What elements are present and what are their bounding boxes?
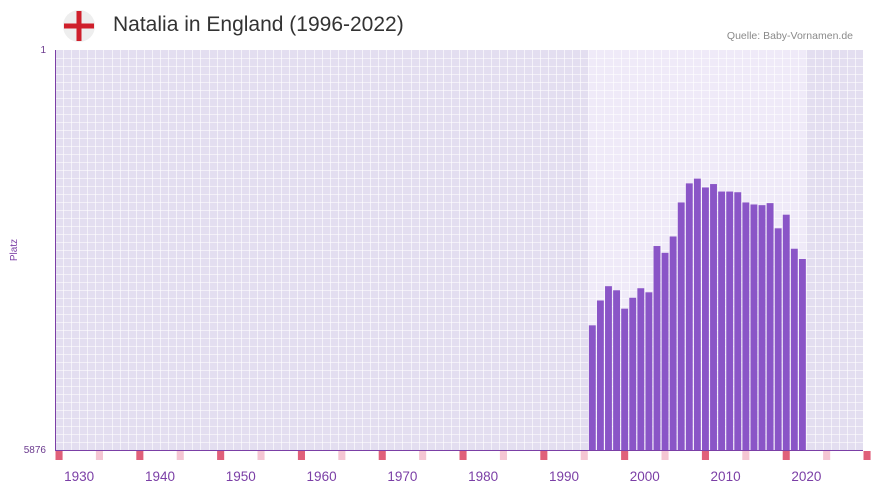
decade-marker-1998 xyxy=(621,451,629,460)
bar-2019 xyxy=(790,248,798,450)
bar-2003 xyxy=(661,252,669,450)
half-decade-marker-2013 xyxy=(742,451,750,460)
x-tick-2020: 2020 xyxy=(791,469,821,484)
half-decade-marker-1993 xyxy=(580,451,588,460)
decade-marker-1948 xyxy=(217,451,225,460)
bar-1995 xyxy=(596,300,604,450)
half-decade-marker-1943 xyxy=(176,451,184,460)
x-tick-2000: 2000 xyxy=(630,469,660,484)
decade-marker-1958 xyxy=(297,451,305,460)
y-tick-bottom: 5876 xyxy=(24,445,47,456)
bar-2018 xyxy=(782,214,790,450)
bar-1998 xyxy=(621,308,629,450)
half-decade-marker-1973 xyxy=(419,451,427,460)
half-decade-marker-1963 xyxy=(338,451,346,460)
bar-1997 xyxy=(613,290,620,450)
bar-2007 xyxy=(693,178,701,450)
bar-2020 xyxy=(798,258,806,450)
bar-2001 xyxy=(645,292,653,450)
bar-2000 xyxy=(637,288,645,450)
decade-marker-2008 xyxy=(701,451,709,460)
bars xyxy=(588,178,806,450)
decade-marker-1978 xyxy=(459,451,467,460)
bar-1994 xyxy=(588,325,596,450)
bar-2004 xyxy=(669,236,677,450)
bar-2006 xyxy=(685,183,693,450)
half-decade-marker-2003 xyxy=(661,451,669,460)
bar-2005 xyxy=(677,202,685,450)
x-tick-1950: 1950 xyxy=(226,469,256,484)
bar-1999 xyxy=(629,297,637,450)
decade-marker-1928 xyxy=(55,451,63,460)
x-tick-1980: 1980 xyxy=(468,469,498,484)
x-tick-labels: 1930 1940 1950 1960 1970 1980 1990 2000 2010 2020 xyxy=(64,469,821,484)
bar-2017 xyxy=(774,228,782,450)
year-markers xyxy=(55,451,871,460)
decade-marker-1938 xyxy=(136,451,144,460)
half-decade-marker-1953 xyxy=(257,451,265,460)
half-decade-marker-2023 xyxy=(823,451,831,460)
bar-2013 xyxy=(742,202,750,450)
page-title: Natalia in England (1996-2022) xyxy=(113,13,404,36)
bar-2015 xyxy=(758,205,766,450)
x-tick-1970: 1970 xyxy=(387,469,417,484)
half-decade-marker-1983 xyxy=(499,451,507,460)
bar-1996 xyxy=(605,286,612,450)
bar-2009 xyxy=(710,184,717,450)
decade-marker-2028 xyxy=(863,451,871,460)
x-tick-1930: 1930 xyxy=(64,469,94,484)
bar-2016 xyxy=(766,203,774,450)
bar-2002 xyxy=(653,246,661,450)
decade-marker-1968 xyxy=(378,451,386,460)
y-axis-label: Platz xyxy=(9,239,20,261)
bar-2010 xyxy=(718,191,726,450)
x-tick-1990: 1990 xyxy=(549,469,579,484)
england-flag-icon xyxy=(63,10,95,42)
x-tick-1960: 1960 xyxy=(307,469,337,484)
bar-2008 xyxy=(702,187,709,450)
x-tick-2010: 2010 xyxy=(711,469,741,484)
decade-marker-2018 xyxy=(782,451,790,460)
bar-2012 xyxy=(734,192,742,450)
source-label: Quelle: Baby-Vornamen.de xyxy=(726,30,853,42)
x-tick-1940: 1940 xyxy=(145,469,175,484)
y-tick-top: 1 xyxy=(40,45,46,56)
half-decade-marker-1933 xyxy=(95,451,103,460)
grid-lines xyxy=(55,50,864,450)
bar-2011 xyxy=(726,191,734,450)
decade-marker-1988 xyxy=(540,451,548,460)
bar-2014 xyxy=(750,204,758,450)
